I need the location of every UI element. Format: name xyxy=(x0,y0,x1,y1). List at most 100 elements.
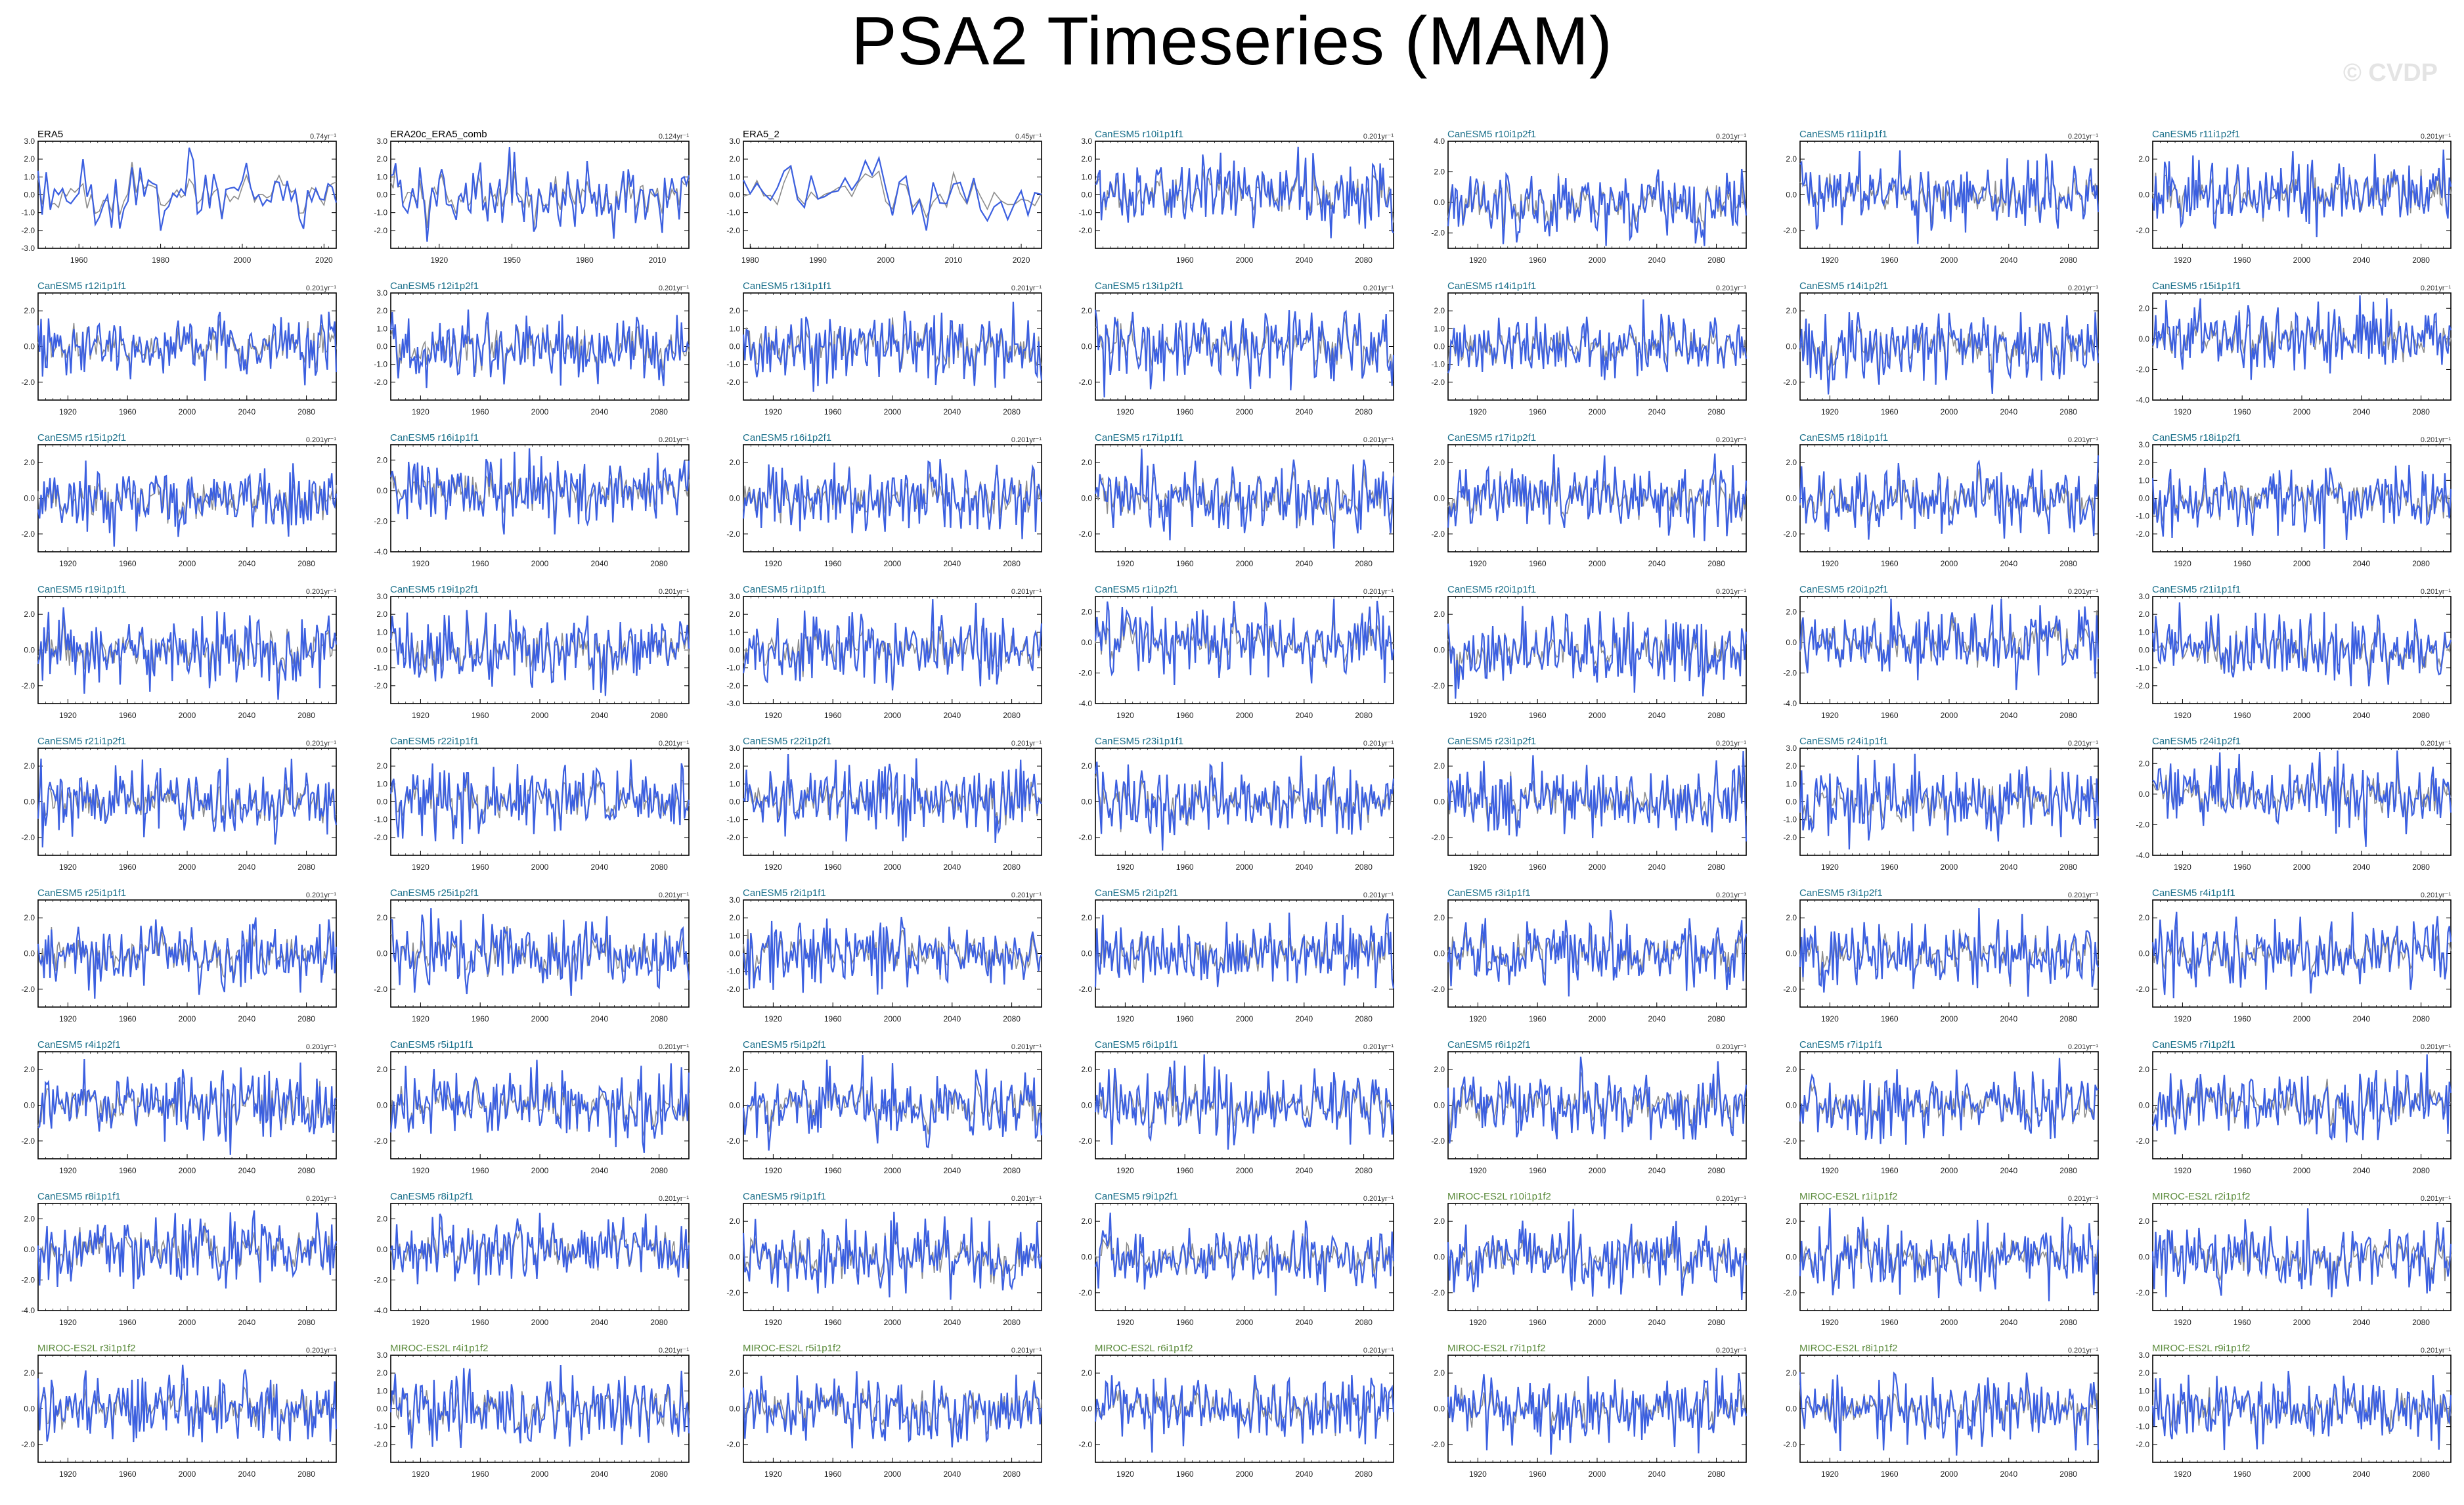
trend-label: 0.201yr⁻¹ xyxy=(2421,740,2451,748)
y-tick-label: -4.0 xyxy=(1783,699,1797,708)
series-line xyxy=(1799,150,2100,244)
panel-title: CanESM5 r12i1p2f1 xyxy=(390,281,479,292)
panel-title: CanESM5 r21i1p1f1 xyxy=(2152,584,2241,595)
x-tick-label: 1920 xyxy=(764,1014,782,1023)
x-tick-label: 1920 xyxy=(1116,863,1134,872)
y-tick-label: -1.0 xyxy=(374,815,387,824)
x-tick-label: 2000 xyxy=(179,407,196,416)
series-line xyxy=(1799,312,2100,395)
x-tick-label: 1960 xyxy=(1529,1014,1547,1023)
y-tick-label: 0.0 xyxy=(1786,191,1797,200)
series-line xyxy=(2151,602,2452,686)
trend-label: 0.74yr⁻¹ xyxy=(310,133,336,141)
x-tick-label: 2080 xyxy=(2412,863,2430,872)
x-tick-label: 2040 xyxy=(590,1014,608,1023)
y-tick-label: 0.0 xyxy=(2138,334,2149,344)
series-line xyxy=(1447,453,1748,541)
x-tick-label: 2080 xyxy=(297,559,315,568)
x-tick-label: 1920 xyxy=(1469,256,1487,265)
y-tick-label: 2.0 xyxy=(1081,607,1092,616)
panel-title: CanESM5 r25i1p2f1 xyxy=(390,887,479,899)
y-tick-label: -2.0 xyxy=(21,681,35,690)
y-tick-label: 3.0 xyxy=(1081,137,1092,146)
series-line xyxy=(1447,606,1748,699)
y-tick-label: 0.0 xyxy=(1786,494,1797,503)
y-tick-label: -2.0 xyxy=(2136,226,2149,235)
panel-title: CanESM5 r3i1p1f1 xyxy=(1447,887,1531,899)
x-tick-label: 1960 xyxy=(1529,559,1547,568)
timeseries-panel: CanESM5 r3i1p2f1 0.201yr⁻¹ 2.0 0.0 -2.0 1920 1… xyxy=(1783,887,2100,1023)
x-tick-label: 2010 xyxy=(945,256,963,265)
y-tick-label: -1.0 xyxy=(374,208,387,217)
y-tick-label: -2.0 xyxy=(1783,226,1797,235)
y-tick-label: 0.0 xyxy=(1434,646,1445,655)
panel-title: CanESM5 r12i1p1f1 xyxy=(37,281,126,292)
y-tick-label: 2.0 xyxy=(1434,168,1445,177)
x-tick-label: 1920 xyxy=(1116,1014,1134,1023)
y-tick-label: 0.0 xyxy=(1081,949,1092,958)
x-tick-label: 1960 xyxy=(1881,256,1899,265)
timeseries-panel: CanESM5 r24i1p1f1 0.201yr⁻¹ 3.0 2.0 1.0 0.0 -1… xyxy=(1783,736,2100,872)
x-tick-label: 2000 xyxy=(1589,1014,1606,1023)
x-tick-label: 1920 xyxy=(1469,559,1487,568)
x-tick-label: 2000 xyxy=(531,559,549,568)
y-tick-label: -4.0 xyxy=(2136,395,2149,405)
x-tick-label: 1960 xyxy=(1176,1166,1194,1175)
x-tick-label: 2040 xyxy=(1648,559,1665,568)
x-tick-label: 1920 xyxy=(764,559,782,568)
x-tick-label: 2000 xyxy=(1941,711,1958,720)
y-tick-label: -2.0 xyxy=(1431,378,1445,387)
timeseries-panel: CanESM5 r18i1p1f1 0.201yr⁻¹ 2.0 0.0 -2.0 1920… xyxy=(1783,432,2100,568)
y-tick-label: 0.0 xyxy=(24,1101,35,1110)
y-tick-label: 0.0 xyxy=(729,494,740,503)
x-tick-label: 2000 xyxy=(2293,1014,2311,1023)
x-tick-label: 1920 xyxy=(59,863,77,872)
x-tick-label: 2080 xyxy=(2059,863,2077,872)
y-tick-label: 2.0 xyxy=(24,458,35,467)
panel-title: CanESM5 r23i1p1f1 xyxy=(1095,736,1183,747)
series-line xyxy=(742,459,1043,539)
y-tick-label: 0.0 xyxy=(1081,797,1092,807)
timeseries-panel: CanESM5 r21i1p2f1 0.201yr⁻¹ 2.0 0.0 -2.0 1920… xyxy=(21,736,338,872)
x-tick-label: 1920 xyxy=(1821,863,1839,872)
panel-frame xyxy=(2152,292,2452,401)
x-tick-label: 2040 xyxy=(2352,407,2370,416)
x-tick-label: 1950 xyxy=(503,256,521,265)
x-tick-label: 1960 xyxy=(2233,407,2251,416)
y-tick-label: -2.0 xyxy=(726,529,740,539)
panel-title: CanESM5 r3i1p2f1 xyxy=(1799,887,1883,899)
x-tick-label: 1920 xyxy=(1469,863,1487,872)
y-tick-label: -2.0 xyxy=(1078,226,1092,235)
x-tick-label: 2040 xyxy=(590,711,608,720)
y-tick-label: 0.0 xyxy=(1786,1101,1797,1110)
y-tick-label: -2.0 xyxy=(2136,820,2149,829)
x-tick-label: 1920 xyxy=(1469,1014,1487,1023)
timeseries-panel: CanESM5 r6i1p2f1 0.201yr⁻¹ 2.0 0.0 -2.0 1920 1… xyxy=(1431,1039,1748,1175)
trend-label: 0.201yr⁻¹ xyxy=(2421,891,2451,899)
x-tick-label: 2000 xyxy=(531,407,549,416)
x-tick-label: 2000 xyxy=(1236,256,1254,265)
reference-series-line xyxy=(1799,918,2099,987)
y-tick-label: 0.0 xyxy=(24,191,35,200)
x-tick-label: 1960 xyxy=(1176,863,1194,872)
y-tick-label: 3.0 xyxy=(376,592,387,601)
series-line xyxy=(1447,909,1748,997)
y-tick-label: 2.0 xyxy=(2138,154,2149,164)
trend-label: 0.201yr⁻¹ xyxy=(1011,740,1042,748)
y-tick-label: 3.0 xyxy=(2138,592,2149,601)
x-tick-label: 1920 xyxy=(2174,256,2191,265)
x-tick-label: 1960 xyxy=(472,559,489,568)
y-tick-label: 0.0 xyxy=(1786,638,1797,647)
y-tick-label: -2.0 xyxy=(374,1136,387,1146)
x-tick-label: 1920 xyxy=(1469,711,1487,720)
y-tick-label: 0.0 xyxy=(1434,198,1445,207)
panel-title: CanESM5 r16i1p1f1 xyxy=(390,432,479,443)
y-tick-label: -2.0 xyxy=(2136,985,2149,994)
x-tick-label: 2080 xyxy=(1003,711,1021,720)
y-tick-label: -1.0 xyxy=(726,663,740,673)
x-tick-label: 2040 xyxy=(238,407,255,416)
series-line xyxy=(2151,911,2452,999)
x-tick-label: 2000 xyxy=(1589,1166,1606,1175)
panel-title: CanESM5 r17i1p1f1 xyxy=(1095,432,1183,443)
series-line xyxy=(390,908,690,996)
